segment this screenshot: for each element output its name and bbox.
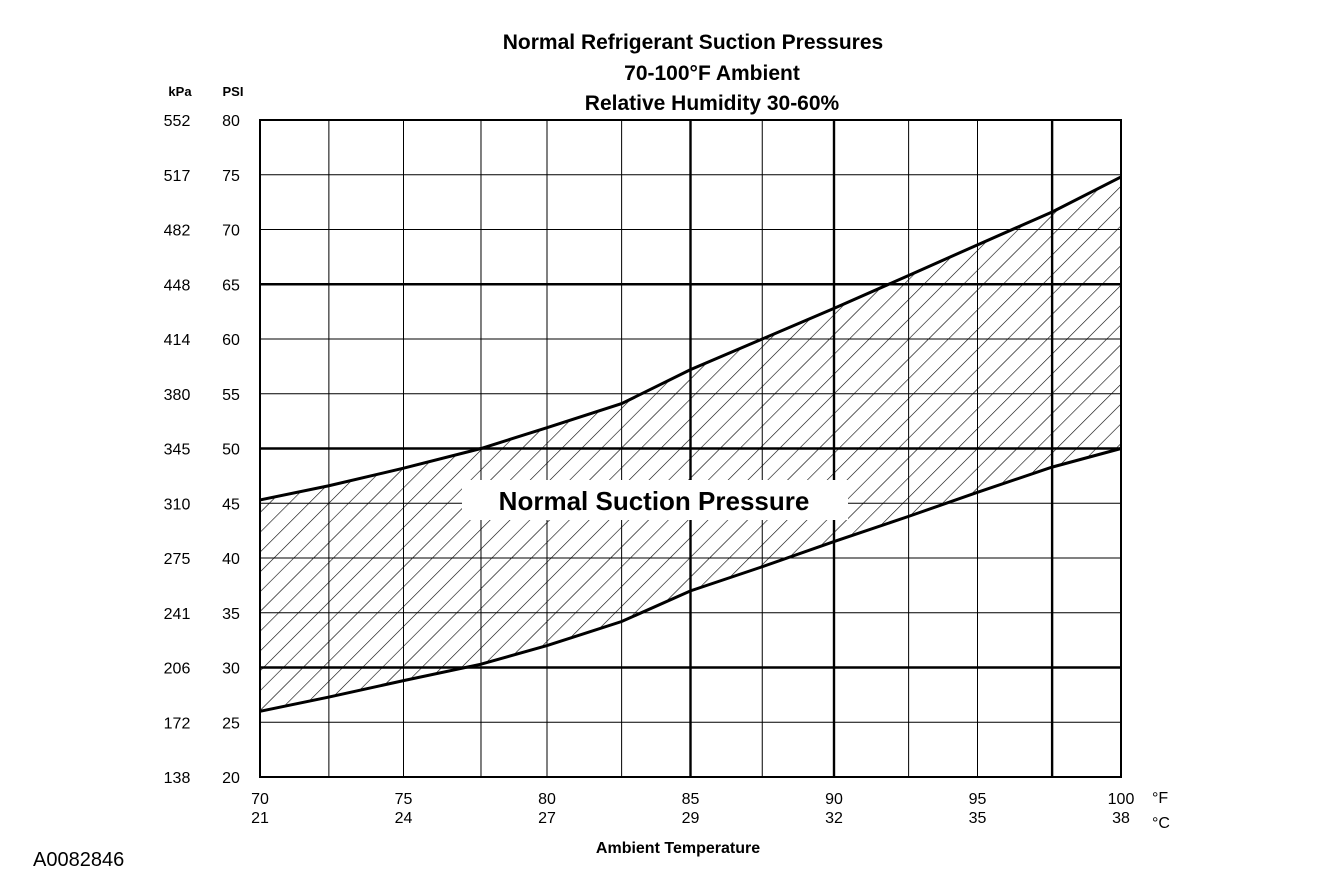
y-tick-label-psi: 50	[222, 442, 240, 459]
y-tick-label-kpa: 275	[164, 551, 191, 568]
y-tick-label-psi: 55	[222, 387, 240, 404]
y-tick-label-psi: 45	[222, 496, 240, 513]
band-label: Normal Suction Pressure	[499, 486, 810, 516]
y-unit-secondary: kPa	[168, 84, 192, 99]
y-tick-label-kpa: 517	[164, 168, 191, 185]
y-tick-label-psi: 60	[222, 332, 240, 349]
y-tick-label-kpa: 241	[164, 606, 191, 623]
x-ticks: 70 21 75 24 80 27 85 29 90 32 95 35 100 38	[251, 791, 1134, 827]
y-tick-label-psi: 65	[222, 277, 240, 294]
x-axis-label: Ambient Temperature	[596, 840, 760, 857]
y-tick-label-psi: 75	[222, 168, 240, 185]
band-label-background	[462, 480, 848, 520]
grid	[259, 119, 1122, 778]
x-tick-label-f: 95	[969, 791, 987, 808]
x-tick-label-c: 29	[682, 810, 700, 827]
y-tick-label-kpa: 345	[164, 442, 191, 459]
chart-title-line-1: Normal Refrigerant Suction Pressures	[503, 31, 883, 54]
y-tick-label-kpa: 414	[164, 332, 191, 349]
y-tick-label-kpa: 206	[164, 661, 191, 678]
x-tick-label-c: 32	[825, 810, 843, 827]
y-tick-label-psi: 70	[222, 223, 240, 240]
x-unit-primary: °F	[1152, 790, 1168, 807]
chart-title-line-2: 70-100°F Ambient	[624, 62, 800, 85]
y-tick-label-kpa: 138	[164, 770, 191, 787]
y-tick-label-kpa: 172	[164, 715, 191, 732]
y-tick-label-kpa: 310	[164, 496, 191, 513]
y-tick-label-kpa: 380	[164, 387, 191, 404]
y-tick-label-psi: 80	[222, 113, 240, 130]
x-tick-label-f: 80	[538, 791, 556, 808]
x-tick-label-c: 38	[1112, 810, 1130, 827]
x-tick-label-f: 75	[395, 791, 413, 808]
y-tick-label-kpa: 448	[164, 277, 191, 294]
figure-id: A0082846	[33, 849, 124, 871]
x-tick-label-c: 24	[395, 810, 413, 827]
x-tick-label-f: 100	[1108, 791, 1135, 808]
x-tick-label-f: 90	[825, 791, 843, 808]
x-unit-secondary: °C	[1152, 815, 1170, 832]
x-tick-label-c: 35	[969, 810, 987, 827]
y-tick-label-psi: 20	[222, 770, 240, 787]
y-tick-label-psi: 35	[222, 606, 240, 623]
y-tick-label-psi: 30	[222, 661, 240, 678]
y-tick-label-psi: 40	[222, 551, 240, 568]
chart-title-line-3: Relative Humidity 30-60%	[585, 92, 840, 115]
x-tick-label-c: 21	[251, 810, 269, 827]
plot-frame	[259, 119, 1122, 778]
x-tick-label-c: 27	[538, 810, 556, 827]
y-tick-label-kpa: 552	[164, 113, 191, 130]
y-unit-primary: PSI	[223, 84, 244, 99]
y-tick-label-psi: 25	[222, 715, 240, 732]
x-tick-label-f: 70	[251, 791, 269, 808]
y-ticks: 552 80 517 75 482 70 448 65 414 60 380 55 345 50 310 45…	[164, 113, 240, 787]
x-tick-label-f: 85	[682, 791, 700, 808]
y-tick-label-kpa: 482	[164, 223, 191, 240]
